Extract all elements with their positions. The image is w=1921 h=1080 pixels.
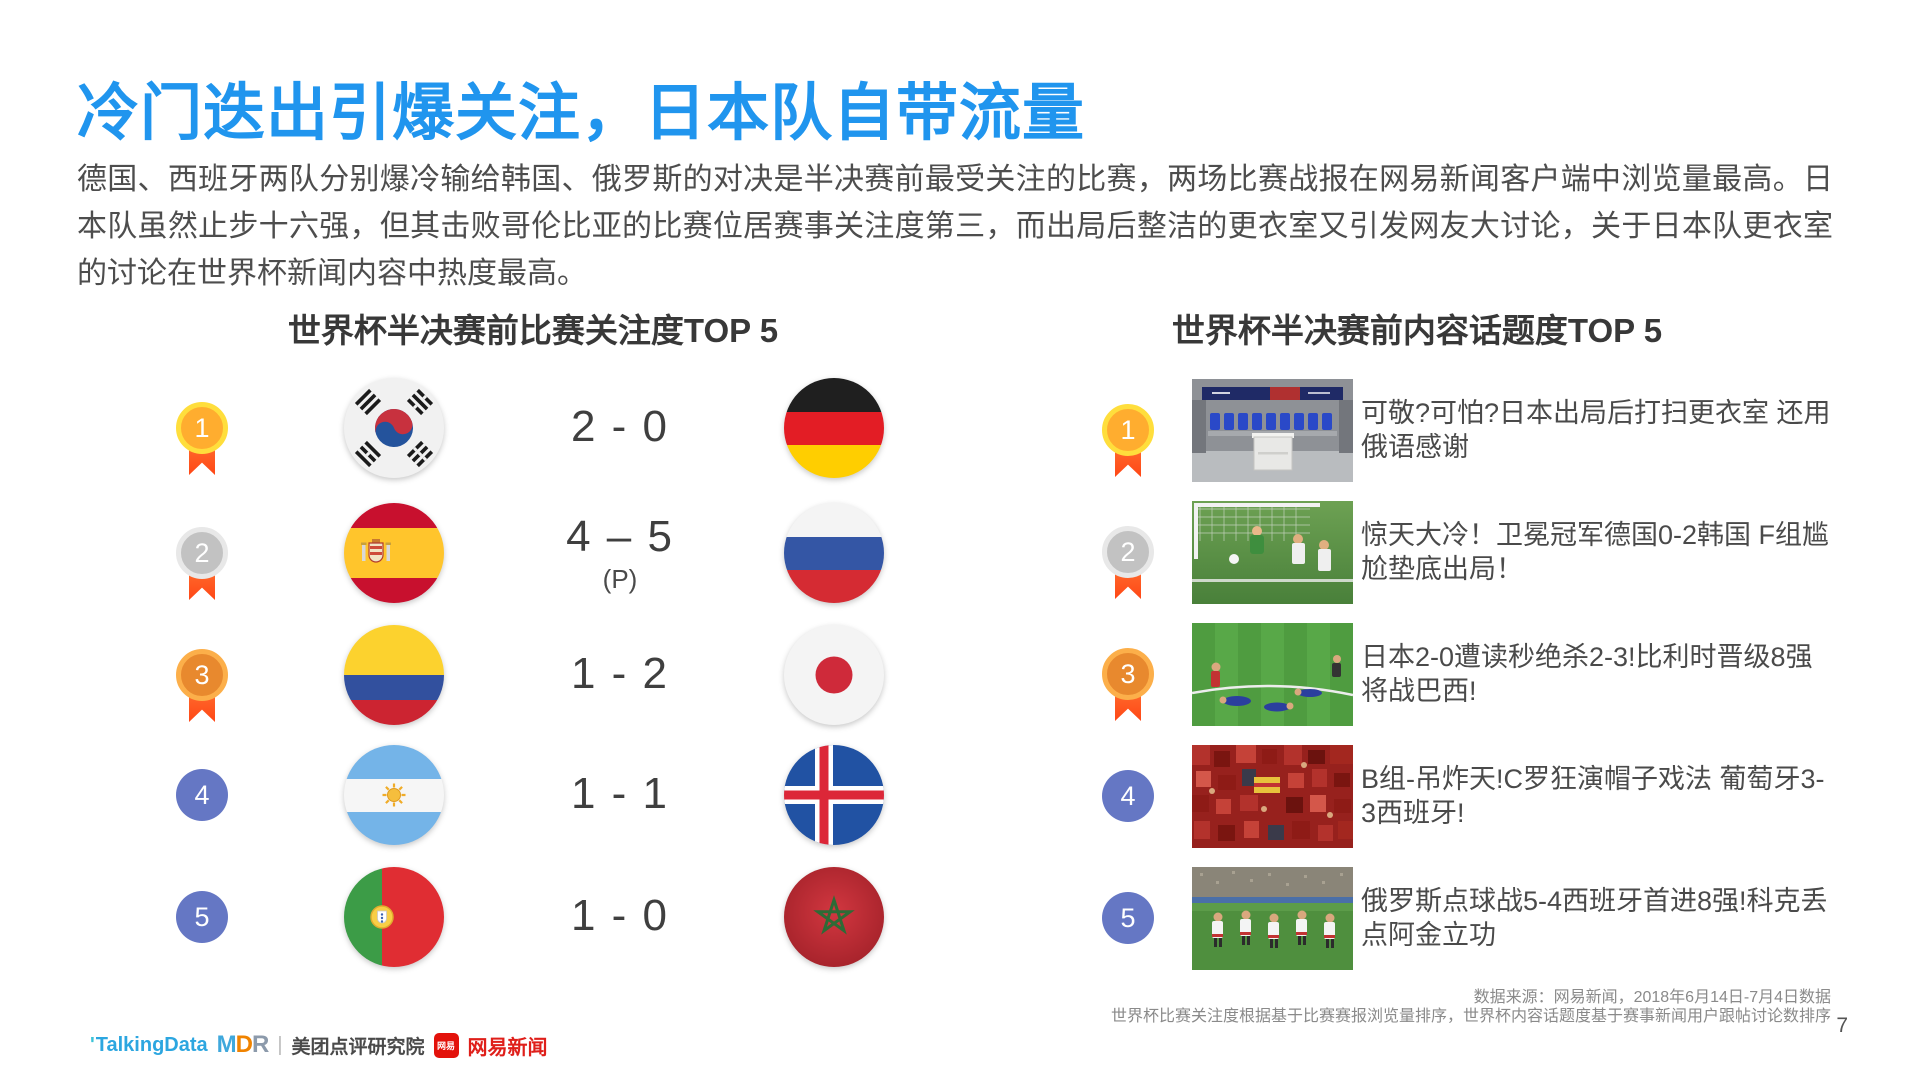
rank-number: 5 [194, 901, 210, 932]
match-score: 4 – 5 [566, 511, 674, 561]
score-box: 2 - 0 [520, 367, 720, 489]
headline-text: 可敬?可怕?日本出局后打扫更衣室 还用俄语感谢 [1361, 398, 1831, 462]
meituan-dianping-logo: 美团点评研究院 [291, 1036, 425, 1058]
flag-russia-icon [784, 503, 884, 603]
flag-morocco-icon [784, 867, 884, 967]
match-row-3: 3 1 - 2 [0, 614, 1921, 736]
score-box: 1 - 1 [520, 734, 720, 856]
topic-row-5: 5 俄罗斯点球战5-4西班牙首进8强!科克丢点阿金立功 [0, 857, 1921, 979]
match-row-4: 4 1 - 1 [0, 734, 1921, 856]
match-score: 1 - 2 [570, 649, 670, 698]
flag-argentina-icon [344, 745, 444, 845]
rank-number: 2 [1120, 536, 1136, 567]
rank-number: 2 [194, 537, 210, 568]
data-source-note: 数据来源：网易新闻，2018年6月14日-7月4日数据 世界杯比赛关注度根据基于… [1111, 988, 1831, 1026]
match-row-2: 2 4 – 5 (P) [0, 492, 1921, 614]
topic-headline: 日本2-0遭读秒绝杀2-3!比利时晋级8强将战巴西! [1361, 613, 1833, 735]
topic-row-2: 2 惊天大冷！卫冕冠军德国0-2韩国 F组尴尬垫底出局！ [0, 491, 1921, 613]
rank-5-medal-icon: 5 [1102, 892, 1154, 944]
rank-5-medal-icon: 5 [176, 891, 228, 943]
left-section-title: 世界杯半决赛前比赛关注度TOP 5 [287, 312, 779, 349]
thumb-japan-belgium-pitch [1192, 623, 1353, 726]
topic-row-1: 1 可敬?可怕?日本出局后打扫更衣室 还用俄语感谢 [0, 369, 1921, 491]
topic-row-3: 3 日本2-0遭读秒绝杀2-3!比利时晋级8强将战巴西! [0, 613, 1921, 735]
talkingdata-text: TalkingData [95, 1033, 208, 1056]
topic-row-4: 4 [0, 735, 1921, 857]
score-box: 4 – 5 (P) [520, 492, 720, 614]
rank-2-medal-icon: 2 [176, 527, 228, 579]
topic-headline: 惊天大冷！卫冕冠军德国0-2韩国 F组尴尬垫底出局！ [1361, 491, 1833, 613]
netease-news-logo: 网易新闻 [467, 1036, 548, 1059]
mdr-logo: MDR [216, 1031, 270, 1058]
page-title: 冷门迭出引爆关注，日本队自带流量 [77, 79, 1086, 148]
rank-2-medal-icon: 2 [1102, 526, 1154, 578]
logo-divider: | [277, 1033, 283, 1056]
flag-south-korea-icon [344, 378, 444, 478]
score-box: 1 - 2 [520, 614, 720, 736]
rank-number: 4 [1120, 780, 1136, 811]
rank-number: 4 [194, 779, 210, 810]
flag-portugal-icon [344, 867, 444, 967]
source-line-1: 数据来源：网易新闻，2018年6月14日-7月4日数据 [1473, 989, 1831, 1006]
rank-3-medal-icon: 3 [1102, 648, 1154, 700]
match-score: 1 - 0 [570, 891, 670, 940]
flag-japan-icon [784, 625, 884, 725]
rank-4-medal-icon: 4 [176, 769, 228, 821]
topic-headline: 俄罗斯点球战5-4西班牙首进8强!科克丢点阿金立功 [1361, 857, 1833, 979]
match-score: 1 - 1 [570, 769, 670, 818]
rank-number: 1 [1120, 414, 1136, 445]
topic-headline: 可敬?可怕?日本出局后打扫更衣室 还用俄语感谢 [1361, 369, 1833, 491]
footer-logos: 'TalkingData MDR | 美团点评研究院 网易 网易新闻 [90, 1030, 548, 1060]
thumb-russia-celebration [1192, 867, 1353, 970]
headline-text: 惊天大冷！卫冕冠军德国0-2韩国 F组尴尬垫底出局！ [1361, 520, 1830, 584]
score-box: 1 - 0 [520, 856, 720, 978]
thumb-germany-korea-goalmouth [1192, 501, 1353, 604]
topic-headline: B组-吊炸天!C罗狂演帽子戏法 葡萄牙3-3西班牙! [1361, 735, 1833, 857]
thumb-japan-locker-room [1192, 379, 1353, 482]
match-row-5: 5 1 - 0 [0, 856, 1921, 978]
source-line-2: 世界杯比赛关注度根据基于比赛赛报浏览量排序，世界杯内容话题度基于赛事新闻用户跟帖… [1110, 1008, 1831, 1025]
rank-3-medal-icon: 3 [176, 649, 228, 701]
talkingdata-quote-mark: ' [90, 1033, 95, 1056]
match-score: 2 - 0 [570, 402, 670, 451]
headline-text: 日本2-0遭读秒绝杀2-3!比利时晋级8强将战巴西! [1361, 642, 1813, 706]
talkingdata-logo: 'TalkingData [90, 1034, 208, 1057]
rank-number: 1 [194, 412, 210, 443]
flag-iceland-icon [784, 745, 884, 845]
rank-4-medal-icon: 4 [1102, 770, 1154, 822]
flag-germany-icon [784, 378, 884, 478]
rank-1-medal-icon: 1 [176, 402, 228, 454]
right-section-title: 世界杯半决赛前内容话题度TOP 5 [1171, 312, 1663, 349]
match-row-1: 1 [0, 367, 1921, 489]
rank-number: 3 [1120, 658, 1136, 689]
flag-spain-icon [344, 503, 444, 603]
score-note: (P) [602, 563, 638, 594]
headline-text: 俄罗斯点球战5-4西班牙首进8强!科克丢点阿金立功 [1361, 886, 1828, 950]
thumb-portugal-spain-fans [1192, 745, 1353, 848]
headline-text: B组-吊炸天!C罗狂演帽子戏法 葡萄牙3-3西班牙! [1361, 764, 1825, 828]
flag-colombia-icon [344, 625, 444, 725]
page-number: 7 [1836, 1014, 1848, 1037]
rank-number: 3 [194, 659, 210, 690]
intro-paragraph: 德国、西班牙两队分别爆冷输给韩国、俄罗斯的对决是半决赛前最受关注的比赛，两场比赛… [77, 163, 1833, 290]
netease-badge-icon: 网易 [433, 1032, 459, 1058]
rank-1-medal-icon: 1 [1102, 404, 1154, 456]
rank-number: 5 [1120, 902, 1136, 933]
